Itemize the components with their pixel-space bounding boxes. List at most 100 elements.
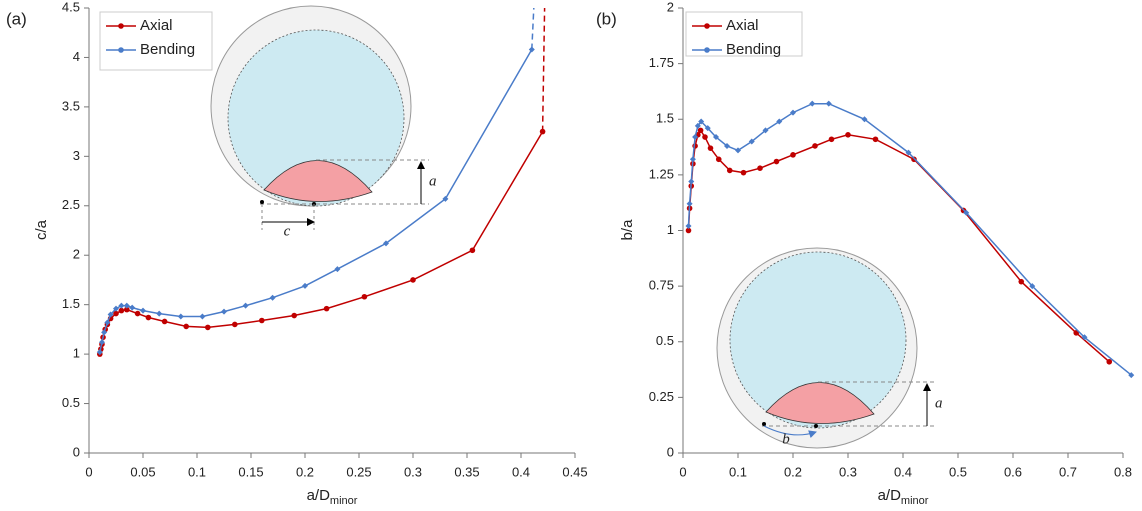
point — [291, 312, 298, 319]
inset-diagram: ab — [716, 247, 943, 449]
y-axis-title: c/a — [33, 219, 50, 240]
y-tick-label: 2 — [73, 247, 80, 262]
point — [697, 127, 704, 134]
x-tick-label: 0 — [679, 464, 686, 479]
point — [118, 307, 125, 314]
y-tick-label: 0 — [667, 444, 674, 459]
point — [323, 305, 330, 312]
point — [134, 310, 141, 317]
point — [129, 304, 136, 311]
point — [828, 136, 835, 143]
legend-box — [99, 11, 213, 71]
x-tick-label: 0.2 — [296, 464, 314, 479]
point — [845, 132, 851, 138]
point — [177, 313, 184, 320]
point — [156, 310, 163, 317]
series-extension — [531, 7, 535, 50]
point — [872, 136, 879, 143]
point — [715, 156, 722, 163]
point — [963, 209, 970, 216]
point — [383, 240, 389, 247]
y-tick-label: 0.25 — [649, 389, 674, 404]
y-tick-label: 4 — [73, 49, 80, 64]
y-tick-label: 0.5 — [656, 333, 674, 348]
x-tick-label: 0.6 — [1004, 464, 1022, 479]
x-tick-label: 0.8 — [1114, 464, 1132, 479]
point — [410, 277, 416, 283]
pipe-inner — [729, 251, 907, 429]
y-tick-label: 2.5 — [62, 197, 80, 212]
point — [748, 138, 755, 145]
point — [825, 100, 832, 107]
point — [905, 149, 912, 156]
x-tick-label: 0.4 — [512, 464, 530, 479]
x-tick-label: 0.7 — [1059, 464, 1077, 479]
x-tick-label: 0.5 — [949, 464, 967, 479]
x-axis-title-sub: minor — [330, 495, 358, 507]
dim-arrow — [763, 425, 817, 439]
panel-label: (a) — [6, 9, 27, 28]
point — [704, 125, 711, 132]
x-axis-title-main: a/D — [307, 487, 331, 504]
point — [809, 100, 816, 107]
point — [1018, 278, 1025, 285]
point — [707, 145, 714, 151]
x-axis-title: a/Dminor — [307, 487, 358, 507]
point — [442, 195, 449, 202]
x-tick-label: 0.1 — [188, 464, 206, 479]
point — [1081, 334, 1088, 341]
x-tick-label: 0.45 — [562, 464, 587, 479]
point — [776, 118, 783, 125]
point — [812, 143, 818, 149]
point — [302, 282, 308, 289]
height-label: a — [429, 173, 437, 189]
point — [469, 247, 476, 254]
point — [104, 319, 111, 326]
y-tick-label: 4.5 — [62, 0, 80, 14]
pipe-inner — [227, 29, 405, 207]
legend-label: Axial — [140, 17, 173, 34]
point — [1128, 372, 1135, 379]
point — [686, 200, 693, 207]
x-tick-label: 0.3 — [404, 464, 422, 479]
point — [124, 306, 130, 313]
point — [183, 323, 189, 330]
y-tick-label: 1.5 — [62, 296, 80, 311]
y-tick-label: 1.75 — [649, 55, 674, 70]
point — [688, 178, 695, 185]
y-tick-label: 3 — [73, 148, 80, 163]
legend-marker — [704, 47, 710, 53]
crack — [765, 382, 875, 424]
width-label: c — [284, 223, 291, 239]
point — [692, 134, 699, 141]
point — [702, 134, 708, 140]
point — [757, 165, 763, 171]
x-tick-label: 0.2 — [784, 464, 802, 479]
point — [762, 127, 769, 134]
x-axis-title-sub: minor — [901, 495, 929, 507]
point — [101, 329, 108, 336]
width-label: b — [782, 431, 790, 447]
point — [1106, 358, 1113, 365]
point — [773, 158, 780, 165]
legend-marker — [118, 47, 124, 53]
x-axis-title-main: a/D — [878, 487, 902, 504]
x-tick-label: 0.15 — [238, 464, 263, 479]
point — [221, 308, 227, 315]
point — [735, 147, 741, 154]
point — [98, 339, 105, 346]
x-axis-title: a/Dminor — [878, 487, 929, 507]
point — [113, 310, 119, 317]
legend-label: Axial — [726, 17, 759, 34]
x-tick-label: 0.3 — [839, 464, 857, 479]
point — [140, 307, 146, 314]
point — [1029, 283, 1036, 290]
x-tick-label: 0 — [85, 464, 92, 479]
point — [698, 118, 705, 125]
x-tick-label: 0.25 — [346, 464, 371, 479]
point — [724, 142, 730, 149]
point — [685, 227, 692, 234]
x-tick-label: 0.1 — [729, 464, 747, 479]
point — [232, 321, 238, 328]
